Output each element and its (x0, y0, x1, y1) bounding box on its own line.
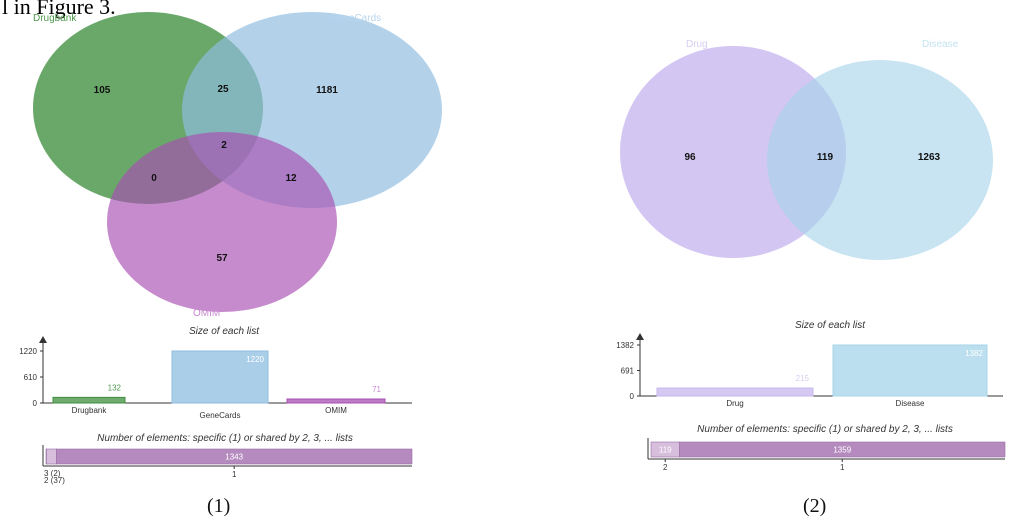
region-drug-only: 96 (684, 152, 696, 163)
venn-diagram-1: Drugbank GeneCards OMIM 105 25 1181 2 0 … (33, 12, 442, 319)
shared-chart-title-1: Number of elements: specific (1) or shar… (97, 433, 353, 444)
size-bar-label-omim: OMIM (325, 406, 347, 415)
shared-segment-1-2 (679, 441, 1006, 458)
y-axis-arrow-1 (39, 336, 47, 343)
y-axis-arrow-2 (636, 333, 644, 340)
shared-tick-label-1-2: 1 (840, 463, 845, 472)
shared-segment-2-1 (46, 448, 57, 465)
region-all-three: 2 (221, 140, 227, 151)
set-label-disease: Disease (922, 39, 959, 50)
shared-segment-value-1-1: 1343 (225, 453, 243, 462)
size-chart-1: Size of each list 1220 610 0 132 Drugbank 12… (19, 326, 412, 420)
y-tick-label-2-0: 1382 (616, 341, 634, 350)
set-label-genecards: GeneCards (330, 13, 381, 24)
size-bar-label-genecards: GeneCards (200, 411, 241, 420)
y-tick-label-2-2: 0 (630, 392, 635, 401)
shared-tick-label-1-1: 1 (232, 470, 237, 479)
size-bar-value-omim: 71 (372, 385, 381, 394)
region-genecards-only: 1181 (316, 85, 338, 96)
region-drugbank-only: 105 (94, 85, 111, 96)
size-bar-value-disease: 1382 (965, 349, 983, 358)
size-bar-genecards (171, 350, 269, 404)
shared-chart-2: Number of elements: specific (1) or shar… (647, 424, 1006, 472)
y-tick-label-1-1: 610 (24, 373, 38, 382)
panel-label-2: (2) (803, 495, 827, 517)
venn-diagram-2: Drug Disease 96 119 1263 (620, 39, 993, 260)
shared-segment-1-1 (56, 448, 413, 465)
size-bar-value-drug: 215 (796, 374, 810, 383)
set-label-omim: OMIM (193, 308, 220, 319)
set-label-drugbank: Drugbank (33, 13, 77, 24)
size-bar-drugbank (52, 396, 126, 404)
size-bar-value-drugbank: 132 (108, 383, 122, 392)
shared-chart-1: Number of elements: specific (1) or shar… (42, 433, 413, 485)
size-bar-label-disease: Disease (896, 399, 925, 408)
region-disease-only: 1263 (918, 152, 941, 163)
size-chart-title-2: Size of each list (795, 320, 866, 331)
y-tick-label-2-1: 691 (621, 367, 635, 376)
region-drugbank-omim: 0 (151, 173, 157, 184)
region-genecards-omim: 12 (285, 173, 297, 184)
caption-fragment: l in Figure 3. (2, 0, 116, 19)
shared-small-label-1-1: 2 (37) (44, 476, 65, 485)
size-bar-value-genecards: 1220 (246, 355, 264, 364)
size-chart-title-1: Size of each list (189, 326, 260, 337)
shared-segment-value-2-2: 119 (659, 446, 672, 455)
size-bar-label-drugbank: Drugbank (72, 406, 108, 415)
set-label-drug: Drug (686, 39, 708, 50)
y-tick-label-1-0: 1220 (19, 347, 37, 356)
shared-small-label-0-1: 3 (2) (44, 469, 61, 478)
y-tick-label-1-2: 0 (33, 399, 38, 408)
shared-segment-value-1-2: 1359 (833, 446, 851, 455)
region-omim-only: 57 (216, 253, 228, 264)
venn-circle-omim (107, 132, 337, 312)
venn-circle-disease (767, 60, 993, 260)
panel-label-1: (1) (207, 495, 231, 517)
size-bar-disease (832, 344, 988, 397)
region-drugbank-genecards: 25 (217, 84, 229, 95)
size-bar-label-drug: Drug (726, 399, 743, 408)
shared-chart-title-2: Number of elements: specific (1) or shar… (697, 424, 953, 435)
shared-tick-label-2-2: 2 (663, 463, 668, 472)
size-chart-2: Size of each list 1382 691 0 215 Drug 1382 Di… (616, 320, 1003, 408)
region-drug-disease: 119 (817, 152, 834, 163)
size-bar-drug (656, 387, 814, 397)
size-bar-omim (286, 398, 386, 404)
